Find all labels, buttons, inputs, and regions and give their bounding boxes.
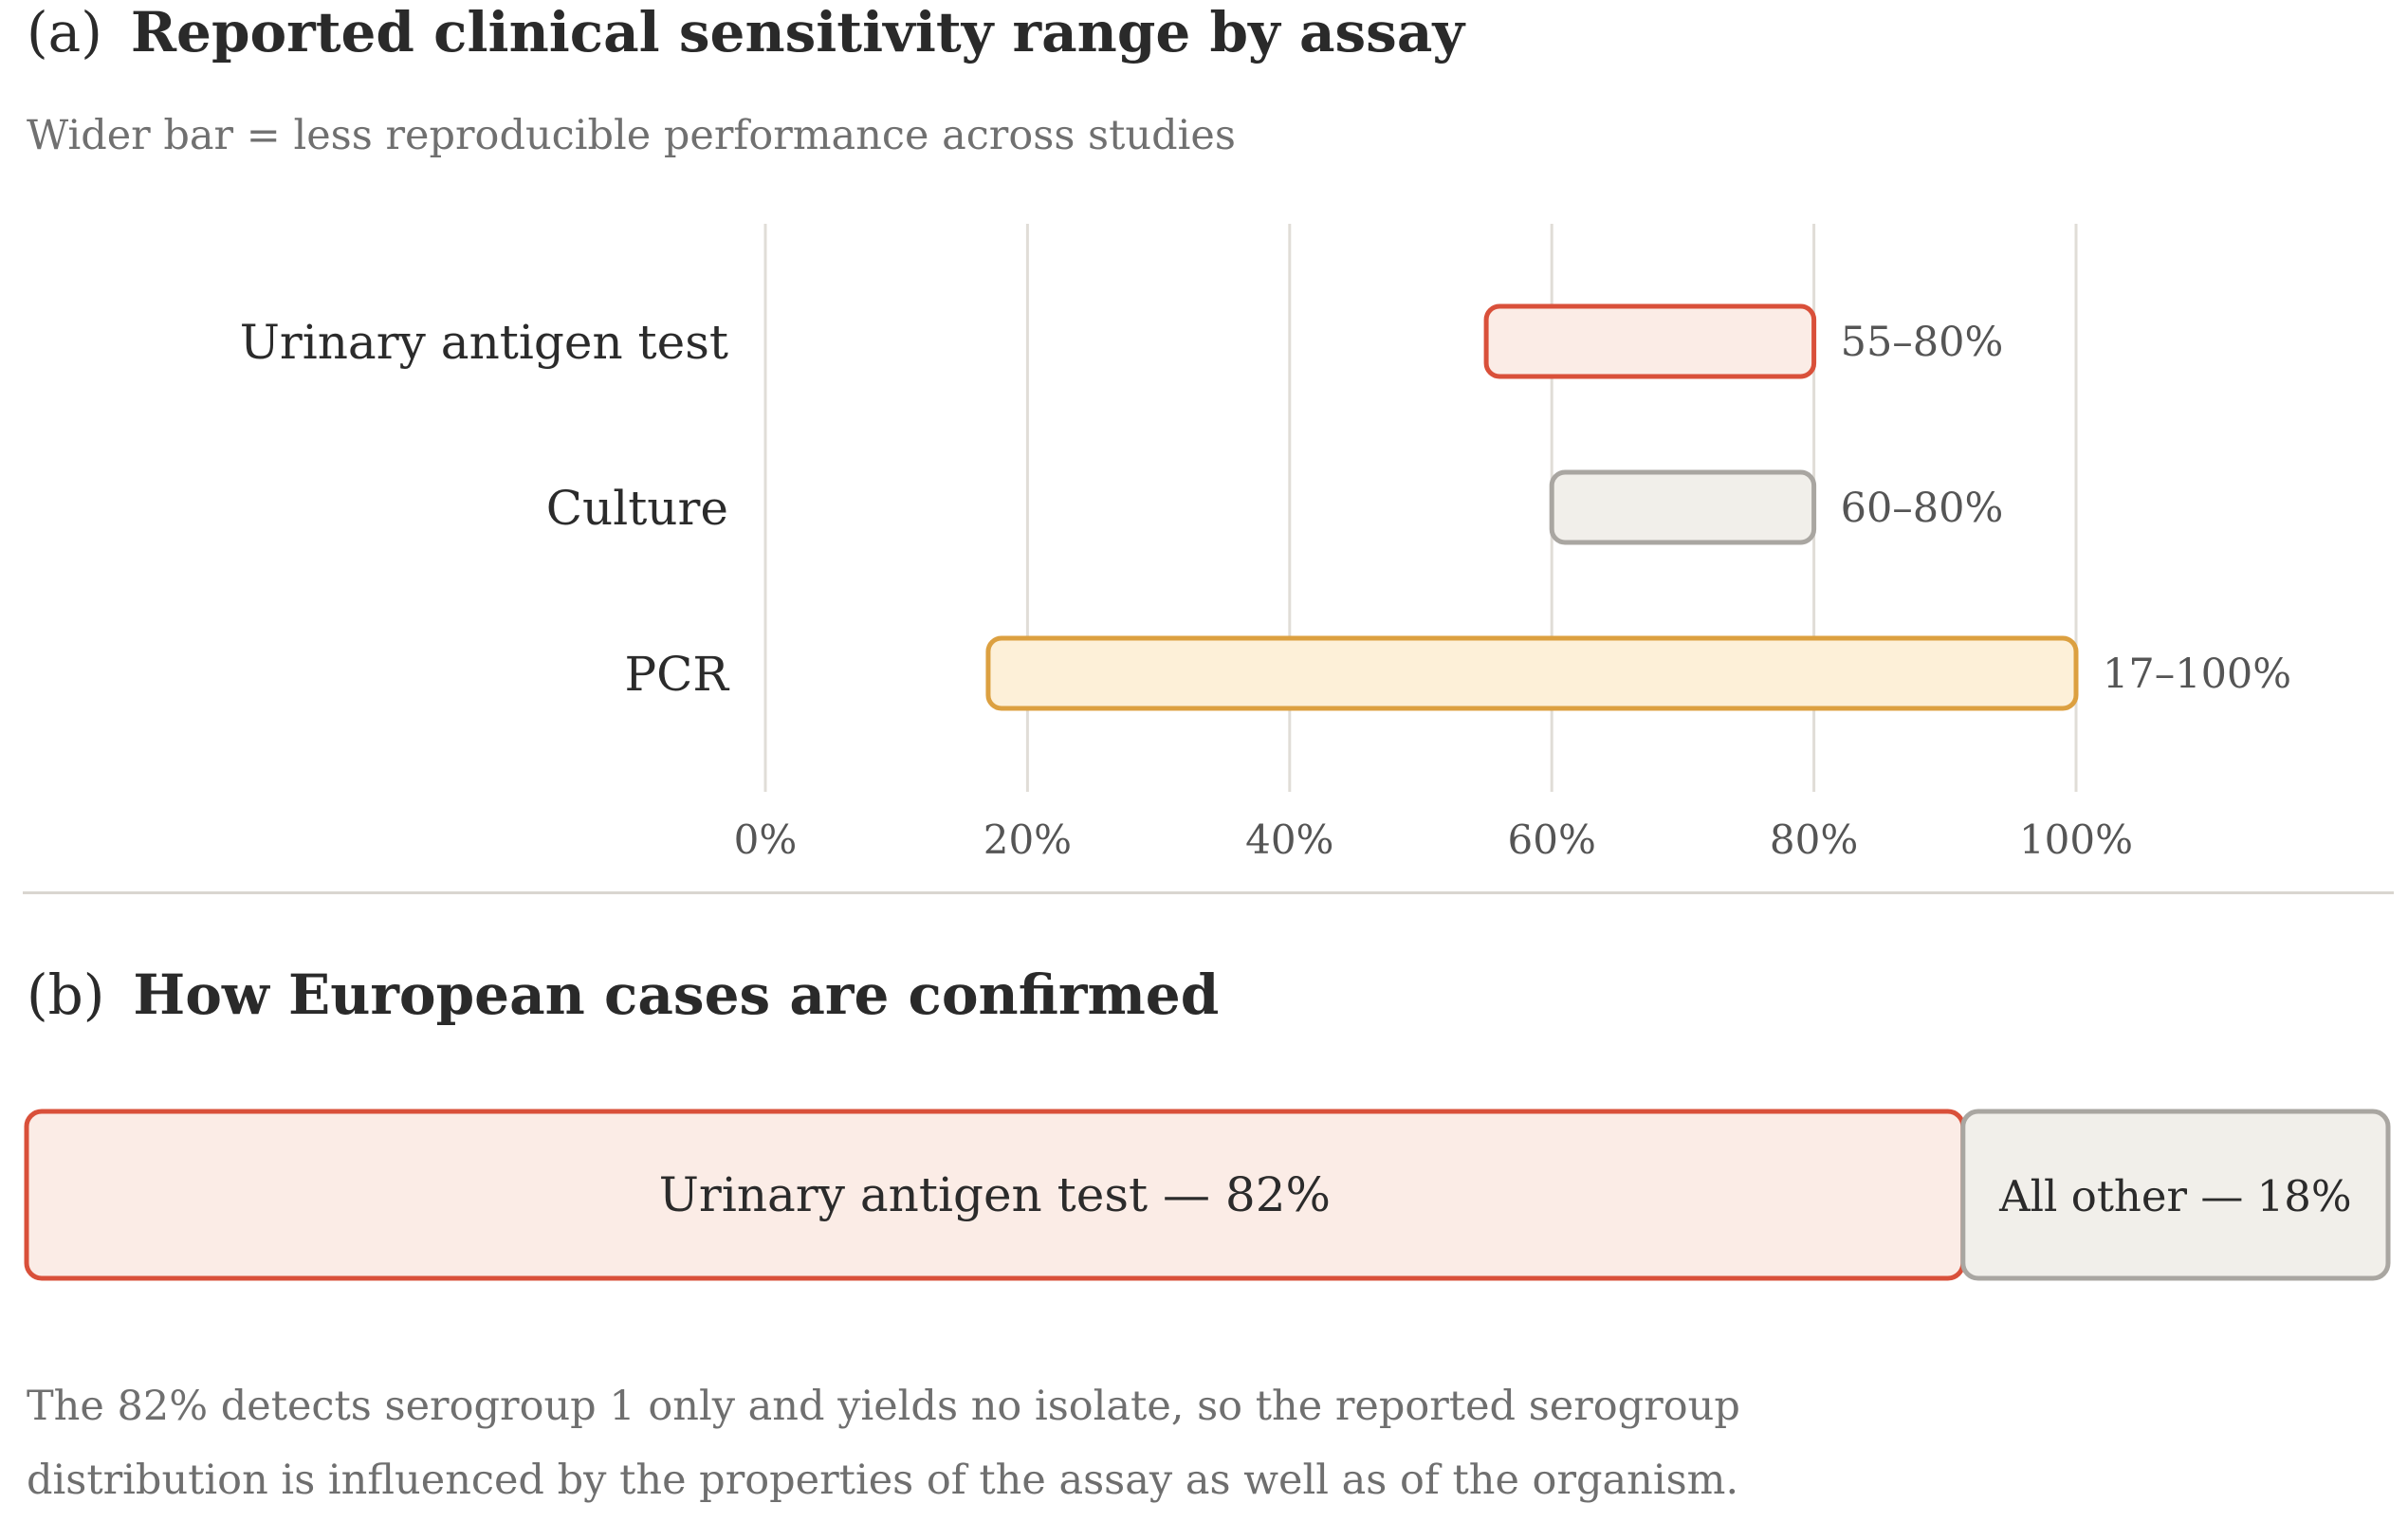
footnote-line-1: The 82% detects serogroup 1 only and yie…: [27, 1383, 1740, 1430]
segment-label: Urinary antigen test — 82%: [659, 1167, 1331, 1222]
range-bar: [985, 635, 2079, 711]
category-label: PCR: [624, 647, 729, 702]
footnote-line-2: distribution is influenced by the proper…: [27, 1457, 1739, 1504]
panel-a-subtitle: Wider bar = less reproducible performanc…: [27, 112, 1236, 159]
data-label: 60–80%: [1841, 485, 2004, 532]
panel-divider: [23, 891, 2394, 894]
range-bar: [1549, 469, 1817, 545]
panel-b-title-text: How European cases are confirmed: [133, 963, 1220, 1027]
stacked-segment: [1960, 1109, 2391, 1281]
x-tick-label: 80%: [1770, 816, 1858, 863]
stacked-segment: [24, 1109, 1966, 1281]
sensitivity-range-chart: 0% 20% 40% 60% 80% 100% Urinary antigen test 55…: [240, 224, 2291, 863]
x-tick-label: 100%: [2019, 816, 2133, 863]
category-label: Culture: [546, 481, 728, 536]
x-tick-label: 40%: [1245, 816, 1333, 863]
segment-label: All other — 18%: [1998, 1171, 2352, 1221]
x-tick-label: 20%: [983, 816, 1072, 863]
panel-a-tag: (a): [27, 0, 102, 64]
x-tick-label: 60%: [1508, 816, 1596, 863]
category-label: Urinary antigen test: [240, 315, 728, 370]
range-bar: [1483, 303, 1817, 379]
data-label: 17–100%: [2103, 651, 2291, 698]
panel-b-title: (b) How European cases are confirmed: [27, 963, 1219, 1027]
x-tick-label: 0%: [734, 816, 798, 863]
panel-b-tag: (b): [27, 963, 105, 1027]
data-label: 55–80%: [1841, 319, 2004, 366]
panel-a-title: (a) Reported clinical sensitivity range b…: [27, 0, 1464, 64]
panel-a-title-text: Reported clinical sensitivity range by a…: [130, 0, 1465, 64]
